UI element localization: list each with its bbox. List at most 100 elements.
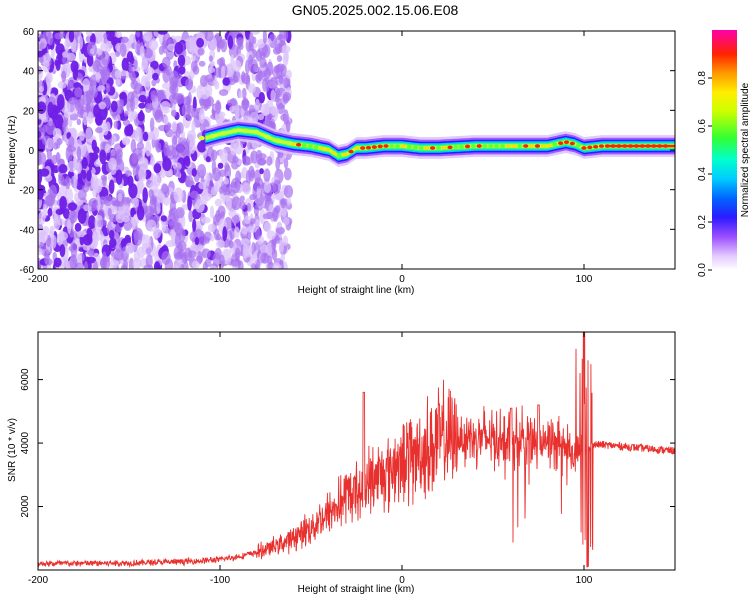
noise-speck	[229, 227, 236, 240]
noise-speck	[191, 107, 198, 118]
noise-speck	[175, 93, 185, 105]
noise-speck	[230, 177, 241, 194]
ridge-hotspot	[476, 144, 482, 148]
noise-speck	[184, 155, 191, 167]
noise-speck	[69, 113, 79, 121]
noise-speck	[219, 56, 226, 68]
noise-speck	[68, 96, 79, 105]
noise-speck	[96, 195, 101, 212]
noise-speck	[123, 110, 129, 117]
ridge-hotspot	[482, 144, 488, 148]
y-tick-label: 0	[28, 146, 34, 157]
ridge-hotspot	[598, 144, 605, 148]
noise-speck	[142, 131, 149, 142]
noise-speck	[141, 234, 151, 249]
noise-speck	[66, 145, 77, 153]
noise-speck	[108, 179, 115, 195]
noise-speck	[200, 216, 211, 224]
noise-speck	[122, 259, 129, 269]
noise-speck	[265, 211, 274, 219]
noise-speck	[171, 121, 178, 132]
x-tick-label: 0	[399, 575, 405, 586]
noise-speck	[83, 204, 90, 212]
noise-speck	[227, 99, 237, 107]
noise-speck	[119, 92, 127, 100]
noise-speck	[227, 35, 234, 50]
noise-speck	[285, 69, 292, 79]
noise-speck	[38, 247, 43, 256]
noise-speck	[82, 234, 93, 246]
noise-speck	[122, 205, 132, 218]
noise-speck	[105, 40, 112, 53]
noise-speck	[265, 77, 270, 92]
noise-speck	[230, 259, 241, 267]
noise-speck	[265, 67, 271, 79]
noise-speck	[213, 228, 220, 241]
noise-speck	[283, 77, 290, 89]
noise-speck	[196, 37, 205, 48]
noise-speck	[82, 91, 91, 107]
noise-speck	[244, 215, 251, 225]
spectrogram-ylabel: Frequency (Hz)	[7, 116, 18, 185]
ridge-hotspot	[231, 128, 238, 134]
noise-speck	[55, 43, 65, 56]
noise-speck	[138, 166, 147, 182]
noise-speck	[133, 83, 143, 95]
ridge-hotspot	[325, 147, 331, 152]
noise-speck	[89, 79, 97, 88]
noise-speck	[54, 59, 60, 67]
colorbar-tick-label: 0.8	[697, 71, 708, 85]
x-tick-label: -200	[28, 575, 48, 586]
noise-speck	[143, 47, 153, 59]
ridge-band-3	[205, 125, 675, 161]
noise-speck	[100, 51, 111, 66]
noise-speck	[194, 237, 200, 246]
ridge-hotspot	[209, 133, 216, 139]
noise-speck	[157, 124, 168, 132]
x-tick-label: -200	[28, 274, 48, 285]
noise-speck	[201, 248, 211, 259]
ridge-hotspot	[534, 144, 541, 148]
noise-speck	[99, 130, 104, 142]
noise-speck	[49, 234, 57, 249]
noise-speck	[115, 169, 123, 185]
noise-speck	[120, 36, 129, 43]
noise-speck	[186, 130, 197, 141]
ridge-hotspot	[587, 145, 593, 150]
noise-speck	[111, 200, 122, 207]
noise-speck	[220, 38, 228, 53]
noise-speck	[38, 130, 42, 138]
noise-speck	[121, 137, 131, 146]
noise-speck	[115, 212, 125, 224]
noise-speck	[66, 160, 77, 173]
noise-speck	[130, 214, 140, 227]
noise-speck	[144, 35, 151, 42]
noise-speck	[191, 260, 200, 269]
noise-speck	[257, 113, 265, 121]
noise-speck	[153, 163, 162, 174]
noise-speck	[144, 77, 151, 88]
noise-speck	[93, 228, 104, 241]
noise-speck	[59, 244, 66, 258]
noise-speck	[259, 244, 269, 254]
noise-speck	[53, 257, 62, 268]
y-tick-label: 40	[23, 67, 35, 78]
ridge-hotspot	[494, 144, 500, 148]
noise-speck	[220, 148, 228, 164]
figure-title: GN05.2025.002.15.06.E08	[292, 2, 459, 18]
noise-speck	[148, 39, 159, 51]
noise-speck	[38, 211, 46, 225]
noise-speck	[242, 155, 251, 166]
noise-speck	[170, 109, 177, 117]
noise-speck	[161, 220, 167, 232]
noise-speck	[53, 142, 59, 150]
noise-speck	[259, 168, 264, 175]
noise-speck	[115, 158, 125, 174]
noise-speck	[103, 33, 108, 40]
noise-speck	[91, 86, 98, 98]
colorbar: 0.0 0.2 0.4 0.6 0.8 Normalized spectral ampl…	[697, 30, 750, 277]
ridge-hotspot	[220, 131, 227, 136]
noise-speck	[263, 181, 272, 194]
noise-speck	[274, 43, 283, 54]
